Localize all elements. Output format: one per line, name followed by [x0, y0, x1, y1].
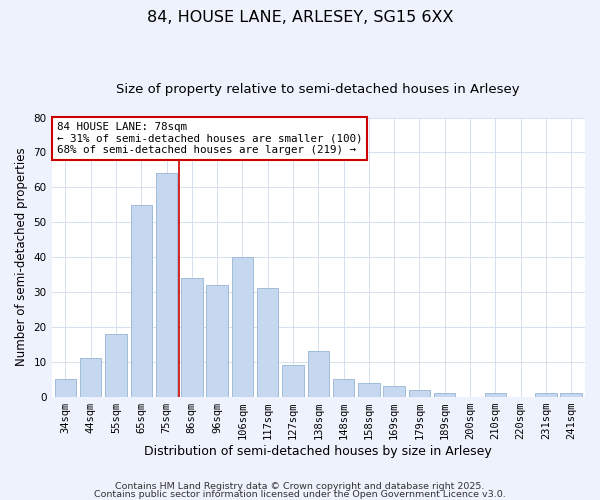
Bar	[308, 351, 329, 397]
Text: 84, HOUSE LANE, ARLESEY, SG15 6XX: 84, HOUSE LANE, ARLESEY, SG15 6XX	[147, 10, 453, 25]
Bar	[358, 382, 380, 396]
Bar	[257, 288, 278, 397]
Bar	[232, 257, 253, 396]
X-axis label: Distribution of semi-detached houses by size in Arlesey: Distribution of semi-detached houses by …	[145, 444, 492, 458]
Bar	[485, 393, 506, 396]
Bar	[333, 379, 354, 396]
Bar	[282, 365, 304, 396]
Bar	[434, 393, 455, 396]
Bar	[105, 334, 127, 396]
Bar	[181, 278, 203, 396]
Text: Contains public sector information licensed under the Open Government Licence v3: Contains public sector information licen…	[94, 490, 506, 499]
Y-axis label: Number of semi-detached properties: Number of semi-detached properties	[15, 148, 28, 366]
Bar	[131, 204, 152, 396]
Bar	[55, 379, 76, 396]
Bar	[409, 390, 430, 396]
Bar	[383, 386, 405, 396]
Bar	[560, 393, 582, 396]
Bar	[535, 393, 557, 396]
Bar	[80, 358, 101, 397]
Title: Size of property relative to semi-detached houses in Arlesey: Size of property relative to semi-detach…	[116, 82, 520, 96]
Text: 84 HOUSE LANE: 78sqm
← 31% of semi-detached houses are smaller (100)
68% of semi: 84 HOUSE LANE: 78sqm ← 31% of semi-detac…	[57, 122, 362, 155]
Text: Contains HM Land Registry data © Crown copyright and database right 2025.: Contains HM Land Registry data © Crown c…	[115, 482, 485, 491]
Bar	[206, 285, 228, 397]
Bar	[156, 174, 178, 396]
